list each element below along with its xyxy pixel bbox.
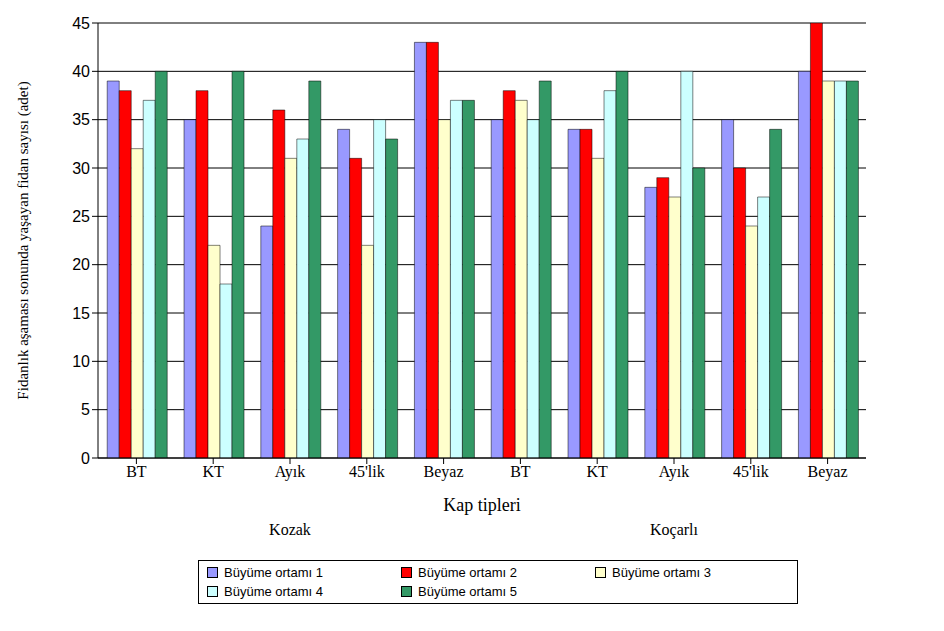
svg-text:Beyaz: Beyaz xyxy=(808,463,848,481)
html-text:Büyüme ortamı 5: Büyüme ortamı 5 xyxy=(418,584,517,599)
html-text:Büyüme ortamı 4: Büyüme ortamı 4 xyxy=(224,584,323,599)
svg-text:BT: BT xyxy=(126,463,147,480)
svg-text:BT: BT xyxy=(510,463,531,480)
svg-text:Kozak: Kozak xyxy=(269,521,311,538)
svg-text:5: 5 xyxy=(81,401,90,418)
svg-text:35: 35 xyxy=(72,111,90,128)
svg-text:Ayık: Ayık xyxy=(275,463,306,481)
html-text:Büyüme ortamı 1: Büyüme ortamı 1 xyxy=(224,565,323,580)
svg-text:45'lik: 45'lik xyxy=(733,463,769,480)
svg-text:Ayık: Ayık xyxy=(659,463,690,481)
svg-text:KT: KT xyxy=(587,463,609,480)
html-text:Büyüme ortamı 3: Büyüme ortamı 3 xyxy=(612,565,711,580)
svg-text:KT: KT xyxy=(203,463,225,480)
svg-text:Fidanlık aşaması sonunda yaşay: Fidanlık aşaması sonunda yaşayan fidan s… xyxy=(15,81,32,399)
svg-text:0: 0 xyxy=(81,450,90,467)
svg-text:Koçarlı: Koçarlı xyxy=(650,521,699,539)
svg-text:40: 40 xyxy=(72,63,90,80)
svg-text:45'lik: 45'lik xyxy=(349,463,385,480)
svg-text:45: 45 xyxy=(72,15,90,32)
svg-text:10: 10 xyxy=(72,353,90,370)
svg-text:15: 15 xyxy=(72,305,90,322)
svg-text:20: 20 xyxy=(72,256,90,273)
svg-text:25: 25 xyxy=(72,208,90,225)
svg-text:Kap tipleri: Kap tipleri xyxy=(443,495,520,515)
svg-text:30: 30 xyxy=(72,160,90,177)
svg-text:Beyaz: Beyaz xyxy=(424,463,464,481)
html-text:Büyüme ortamı 2: Büyüme ortamı 2 xyxy=(418,565,517,580)
